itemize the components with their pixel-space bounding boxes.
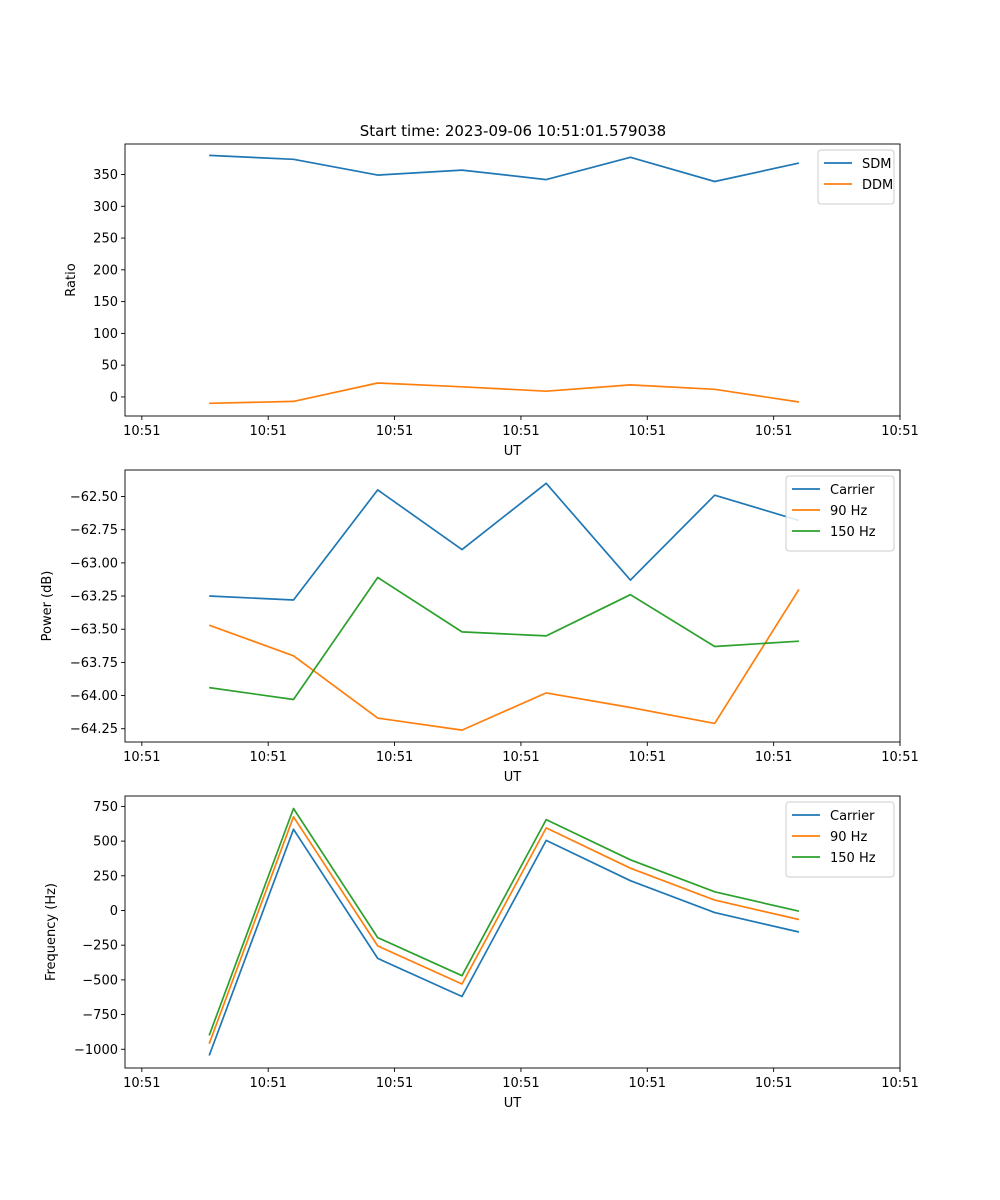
- chart-2-frame: [124, 469, 901, 743]
- chart-3-x-tick-label: 10:51: [755, 1076, 792, 1091]
- chart-3-y-tick-label: −750: [82, 1008, 118, 1023]
- chart-3: 10:51 10:51 10:51 10:51 10:51 10:51 10:51 −1000…: [44, 795, 919, 1111]
- chart-3-series-90-hz: [208, 815, 800, 1044]
- chart-1-x-tick-label: 10:51: [755, 424, 792, 439]
- chart-1-x-tick-label: 10:51: [881, 424, 918, 439]
- chart-1-y-tick-label: 250: [93, 232, 118, 247]
- chart-1-y-tick-label: 350: [93, 168, 118, 183]
- chart-1-y-axis-label: Ratio: [64, 263, 79, 296]
- chart-1-x-tick-label: 10:51: [249, 424, 286, 439]
- chart-2-x-tick-label: 10:51: [881, 750, 918, 765]
- chart-1-frame: [124, 143, 901, 417]
- chart-3-y-axis-label: Frequency (Hz): [44, 883, 59, 981]
- chart-1-series-ddm: [209, 382, 800, 405]
- chart-1-x-axis-label: UT: [504, 444, 522, 459]
- chart-2-y-tick-label: −64.00: [70, 689, 118, 704]
- chart-1-y-tick-label: 300: [93, 200, 118, 215]
- chart-3-x-axis-label: UT: [504, 1096, 522, 1111]
- chart-3-x-tick-label: 10:51: [502, 1076, 539, 1091]
- chart-2-x-tick-label: 10:51: [755, 750, 792, 765]
- chart-2-y-tick-label: −62.50: [70, 490, 118, 505]
- chart-1-series-sdm: [209, 154, 800, 183]
- chart-2-series-90-hz: [208, 588, 800, 731]
- chart-2-x-tick-label: 10:51: [502, 750, 539, 765]
- chart-1: 10:51 10:51 10:51 10:51 10:51 10:51 10:51 0 50 10…: [64, 143, 919, 459]
- chart-1-x-tick-label: 10:51: [123, 424, 160, 439]
- chart-3-x-tick-label: 10:51: [249, 1076, 286, 1091]
- chart-3-series-carrier: [208, 828, 800, 1056]
- chart-2-x-tick-label: 10:51: [376, 750, 413, 765]
- chart-1-legend-label: SDM: [862, 157, 891, 172]
- chart-2-series-150-hz: [209, 576, 799, 701]
- chart-3-legend-label: 150 Hz: [830, 851, 876, 866]
- chart-3-y-tick-label: 500: [93, 835, 118, 850]
- chart-2-x-tick-label: 10:51: [629, 750, 666, 765]
- chart-2-x-tick-label: 10:51: [249, 750, 286, 765]
- chart-1-x-tick-label: 10:51: [629, 424, 666, 439]
- chart-3-series-150-hz: [208, 807, 800, 1036]
- chart-2-legend: [785, 475, 895, 552]
- chart-2-y-tick-label: −63.75: [70, 656, 118, 671]
- chart-3-legend: [785, 801, 895, 878]
- chart-1-y-tick-label: 100: [93, 327, 118, 342]
- chart-2-legend-label: 90 Hz: [830, 504, 867, 519]
- chart-2-x-tick-label: 10:51: [123, 750, 160, 765]
- chart-2-x-axis-label: UT: [504, 770, 522, 785]
- chart-3-y-tick-label: −1000: [74, 1043, 118, 1058]
- chart-1-legend-label: DDM: [862, 178, 893, 193]
- chart-2-y-tick-label: −63.50: [70, 623, 118, 638]
- chart-2-y-tick-label: −63.25: [70, 590, 118, 605]
- chart-2-y-tick-label: −64.25: [70, 722, 118, 737]
- chart-2-y-tick-label: −62.75: [70, 523, 118, 538]
- chart-3-y-tick-label: −500: [82, 973, 118, 988]
- chart-2-series-carrier: [209, 482, 800, 601]
- chart-3-legend-label: 90 Hz: [830, 830, 867, 845]
- chart-3-frame: [124, 795, 901, 1069]
- figure-title: Start time: 2023-09-06 10:51:01.579038: [360, 122, 666, 140]
- chart-3-y-tick-label: 0: [110, 904, 118, 919]
- chart-3-x-tick-label: 10:51: [881, 1076, 918, 1091]
- chart-2: 10:51 10:51 10:51 10:51 10:51 10:51 10:51 −64.2…: [40, 469, 919, 785]
- chart-3-y-tick-label: −250: [82, 939, 118, 954]
- chart-3-x-tick-label: 10:51: [123, 1076, 160, 1091]
- chart-1-x-tick-label: 10:51: [502, 424, 539, 439]
- chart-3-legend-label: Carrier: [830, 809, 875, 824]
- chart-1-y-tick-label: 0: [110, 390, 118, 405]
- chart-3-y-tick-label: 250: [93, 869, 118, 884]
- chart-3-y-tick-label: 750: [93, 800, 118, 815]
- chart-1-y-tick-label: 50: [101, 359, 118, 374]
- chart-2-y-axis-label: Power (dB): [40, 571, 55, 642]
- chart-2-legend-label: Carrier: [830, 483, 875, 498]
- chart-1-y-tick-label: 200: [93, 263, 118, 278]
- chart-3-x-tick-label: 10:51: [629, 1076, 666, 1091]
- chart-2-y-tick-label: −63.00: [70, 556, 118, 571]
- chart-1-y-tick-label: 150: [93, 295, 118, 310]
- chart-1-x-tick-label: 10:51: [376, 424, 413, 439]
- chart-2-legend-label: 150 Hz: [830, 525, 876, 540]
- chart-3-x-tick-label: 10:51: [376, 1076, 413, 1091]
